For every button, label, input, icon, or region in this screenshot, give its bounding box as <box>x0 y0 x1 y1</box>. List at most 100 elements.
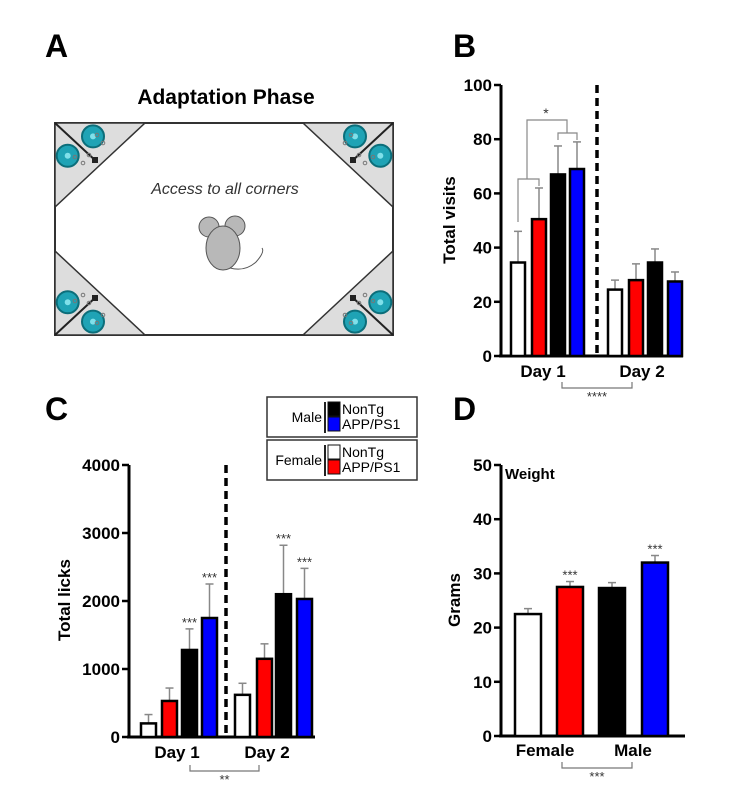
legend-item-label: APP/PS1 <box>342 459 401 475</box>
legend-item-label: NonTg <box>342 444 384 460</box>
corner-hole <box>86 300 92 306</box>
y-tick-label: 40 <box>473 510 492 529</box>
bar <box>555 585 585 738</box>
bar <box>640 561 670 738</box>
corner-hole <box>362 292 368 298</box>
corner-divider <box>350 122 394 163</box>
bar <box>233 693 252 739</box>
y-tick-label: 20 <box>473 293 492 312</box>
comparison-bracket <box>517 178 540 222</box>
corner-hole <box>362 160 368 166</box>
bar <box>568 167 586 358</box>
comparison-bracket <box>561 382 633 389</box>
y-tick-label: 0 <box>111 728 120 747</box>
legend-item-label: NonTg <box>342 401 384 417</box>
y-tick-label: 40 <box>473 239 492 258</box>
bar <box>646 261 664 358</box>
bar <box>274 592 293 739</box>
bar <box>295 597 314 739</box>
water-bottle-center <box>90 133 96 140</box>
corner-hole <box>94 132 100 138</box>
bar <box>160 699 179 739</box>
significance-stars: ** <box>219 772 229 787</box>
y-tick-label: 3000 <box>82 524 120 543</box>
corner-hole <box>72 298 78 304</box>
significance-stars: *** <box>297 554 312 569</box>
y-tick-label: 1000 <box>82 660 120 679</box>
x-category-label: Male <box>614 741 652 760</box>
corner-divider <box>350 295 394 336</box>
corner-divider <box>54 295 98 336</box>
panel-letter-d: D <box>453 391 476 427</box>
legend-swatch <box>327 444 341 460</box>
panel-letter-b: B <box>453 28 476 64</box>
y-tick-label: 10 <box>473 673 492 692</box>
legend-group-label: Male <box>292 409 323 425</box>
bar <box>255 657 274 739</box>
y-tick-label: 20 <box>473 619 492 638</box>
corner-hole <box>86 152 92 158</box>
significance-stars: *** <box>276 531 291 546</box>
corner-hole <box>342 312 348 318</box>
water-bottle-center <box>377 299 384 306</box>
bar <box>627 278 645 358</box>
y-axis-label: Total licks <box>55 559 74 641</box>
corner-sensor <box>92 295 98 301</box>
legend-swatch <box>327 416 341 432</box>
corner-hole <box>348 320 354 326</box>
y-axis-label: Total visits <box>440 176 459 264</box>
significance-stars: *** <box>182 615 197 630</box>
significance-stars: **** <box>587 389 607 404</box>
water-bottle-center <box>90 318 96 325</box>
significance-stars: *** <box>202 570 217 585</box>
panel-letter-c: C <box>45 391 68 427</box>
y-tick-label: 4000 <box>82 456 120 475</box>
legend-swatch <box>327 401 341 417</box>
corner-hole <box>356 300 362 306</box>
water-bottle-center <box>377 152 384 159</box>
comparison-bracket <box>526 119 568 179</box>
significance-stars: *** <box>647 542 662 557</box>
y-tick-label: 0 <box>483 347 492 366</box>
bar <box>513 612 543 738</box>
chart-title: Weight <box>505 466 555 483</box>
corner-sensor <box>350 295 356 301</box>
legend-group-label: Female <box>275 452 322 468</box>
y-tick-label: 100 <box>464 76 492 95</box>
corner-divider <box>54 122 98 163</box>
chart-c: 0 1000 2000 3000 4000 Total licks Day 1 Day 2 **… <box>55 456 315 787</box>
arena-caption: Access to all corners <box>150 181 299 198</box>
corner-hole <box>100 140 106 146</box>
water-bottle-center <box>352 133 358 140</box>
y-tick-label: 60 <box>473 184 492 203</box>
water-bottle-center <box>64 152 71 159</box>
corner-sensor <box>92 157 98 163</box>
y-axis-label: Grams <box>445 573 464 627</box>
bar <box>597 586 627 738</box>
corner-hole <box>348 132 354 138</box>
x-category-label: Day 2 <box>619 362 664 381</box>
water-bottle-center <box>352 318 358 325</box>
legend-box <box>266 439 418 481</box>
corner-hole <box>356 152 362 158</box>
bar <box>200 616 219 739</box>
x-category-label: Day 1 <box>520 362 565 381</box>
corner-hole <box>72 154 78 160</box>
legend-item-label: APP/PS1 <box>342 416 401 432</box>
corner-hole <box>370 154 376 160</box>
bar <box>530 217 548 358</box>
significance-stars: *** <box>589 769 604 784</box>
corner-hole <box>100 312 106 318</box>
y-tick-label: 2000 <box>82 592 120 611</box>
corner-hole <box>370 298 376 304</box>
bar <box>606 288 624 358</box>
significance-stars: *** <box>562 568 577 583</box>
bar <box>139 722 158 739</box>
panel-letter-a: A <box>45 28 68 64</box>
x-category-label: Female <box>516 741 575 760</box>
bar <box>666 280 684 358</box>
y-tick-label: 0 <box>483 727 492 746</box>
